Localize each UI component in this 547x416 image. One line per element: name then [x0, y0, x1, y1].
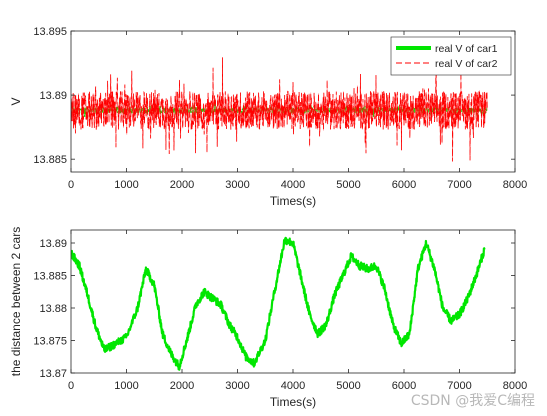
y-tick-label: 13.89 — [39, 238, 67, 250]
series-1-line — [71, 57, 488, 162]
y-tick-label: 13.87 — [39, 368, 67, 380]
bottom-axes: 0 1000 2000 3000 4000 5000 6000 7000 8000 13.87 13… — [9, 227, 527, 409]
y-axis-label: V — [9, 97, 23, 105]
plot-lines — [71, 236, 486, 371]
y-tick-label: 13.875 — [33, 336, 67, 348]
x-tick-label: 8000 — [503, 380, 527, 392]
x-tick-label: 1000 — [114, 380, 138, 392]
legend-box — [390, 36, 512, 76]
x-tick-label: 7000 — [447, 179, 471, 191]
legend: real V of car1 real V of car2 — [390, 36, 512, 76]
y-axis-label: the distance between 2 cars — [9, 227, 23, 376]
x-axis-label: Times(s) — [270, 194, 316, 208]
x-tick-label: 2000 — [170, 380, 194, 392]
series-0-line — [71, 236, 486, 371]
x-tick-label: 6000 — [392, 179, 416, 191]
x-tick-label: 7000 — [447, 380, 471, 392]
x-tick-label: 2000 — [170, 179, 194, 191]
x-tick-label: 4000 — [281, 380, 305, 392]
x-tick-label: 6000 — [392, 380, 416, 392]
legend-label: real V of car2 — [435, 58, 498, 70]
y-tick-label: 13.88 — [39, 303, 67, 315]
plot-lines — [71, 57, 488, 162]
x-tick-label: 8000 — [503, 179, 527, 191]
x-axis-label: Times(s) — [270, 395, 316, 409]
x-tick-label: 5000 — [336, 380, 360, 392]
top-axes: 0 1000 2000 3000 4000 5000 6000 7000 8000 13.885 1… — [9, 26, 527, 208]
x-tick-label: 3000 — [225, 179, 249, 191]
x-tick-label: 1000 — [114, 179, 138, 191]
x-tick-label: 3000 — [225, 380, 249, 392]
y-tick-label: 13.895 — [33, 26, 67, 38]
x-tick-label: 0 — [68, 179, 74, 191]
legend-label: real V of car1 — [435, 43, 498, 55]
x-tick-label: 0 — [68, 380, 74, 392]
x-tick-label: 4000 — [281, 179, 305, 191]
x-tick-label: 5000 — [336, 179, 360, 191]
watermark: CSDN @我爱C编程 — [410, 393, 535, 409]
y-tick-label: 13.89 — [39, 90, 67, 102]
y-tick-label: 13.885 — [33, 271, 67, 283]
y-tick-label: 13.885 — [33, 154, 67, 166]
